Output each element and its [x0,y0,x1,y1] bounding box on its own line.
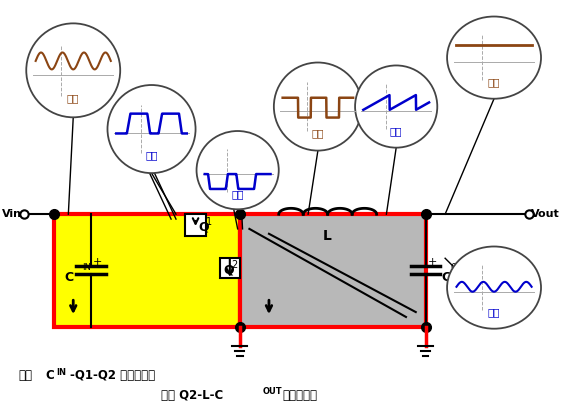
Ellipse shape [447,17,541,99]
Text: 电压: 电压 [312,128,324,138]
Text: Vin: Vin [2,209,23,219]
Text: C: C [64,271,73,284]
Text: L: L [323,229,332,243]
Text: 回路的面积: 回路的面积 [283,389,318,402]
Text: IN: IN [56,368,67,377]
Ellipse shape [27,23,120,117]
Text: Q: Q [223,263,233,276]
Text: 1: 1 [206,217,213,227]
Ellipse shape [274,63,362,151]
Text: 电压: 电压 [488,77,500,88]
Text: 电流: 电流 [488,307,500,317]
Text: Q: Q [199,221,209,234]
Text: Vout: Vout [531,209,560,219]
Text: OUT: OUT [263,387,283,396]
Text: -Q1-Q2 回路的面积: -Q1-Q2 回路的面积 [70,369,156,382]
Text: C: C [46,369,55,382]
Ellipse shape [196,131,279,209]
Text: IN: IN [82,263,91,272]
Text: 电压: 电压 [67,93,80,103]
Text: 电流: 电流 [231,189,244,199]
Text: C: C [441,271,450,284]
Text: +: + [428,257,437,267]
Ellipse shape [447,247,541,329]
Text: 2: 2 [231,260,237,270]
Polygon shape [240,214,426,327]
Text: OUT: OUT [450,263,468,272]
Text: 减小: 减小 [19,369,33,382]
Text: +: + [93,257,102,267]
Text: 电流: 电流 [390,126,403,136]
Text: 电流: 电流 [146,150,158,160]
Ellipse shape [108,85,196,173]
Bar [220,258,240,278]
Polygon shape [54,214,240,327]
Ellipse shape [355,66,437,148]
Text: 减小 Q2-L-C: 减小 Q2-L-C [161,389,223,402]
Bar [185,214,206,236]
